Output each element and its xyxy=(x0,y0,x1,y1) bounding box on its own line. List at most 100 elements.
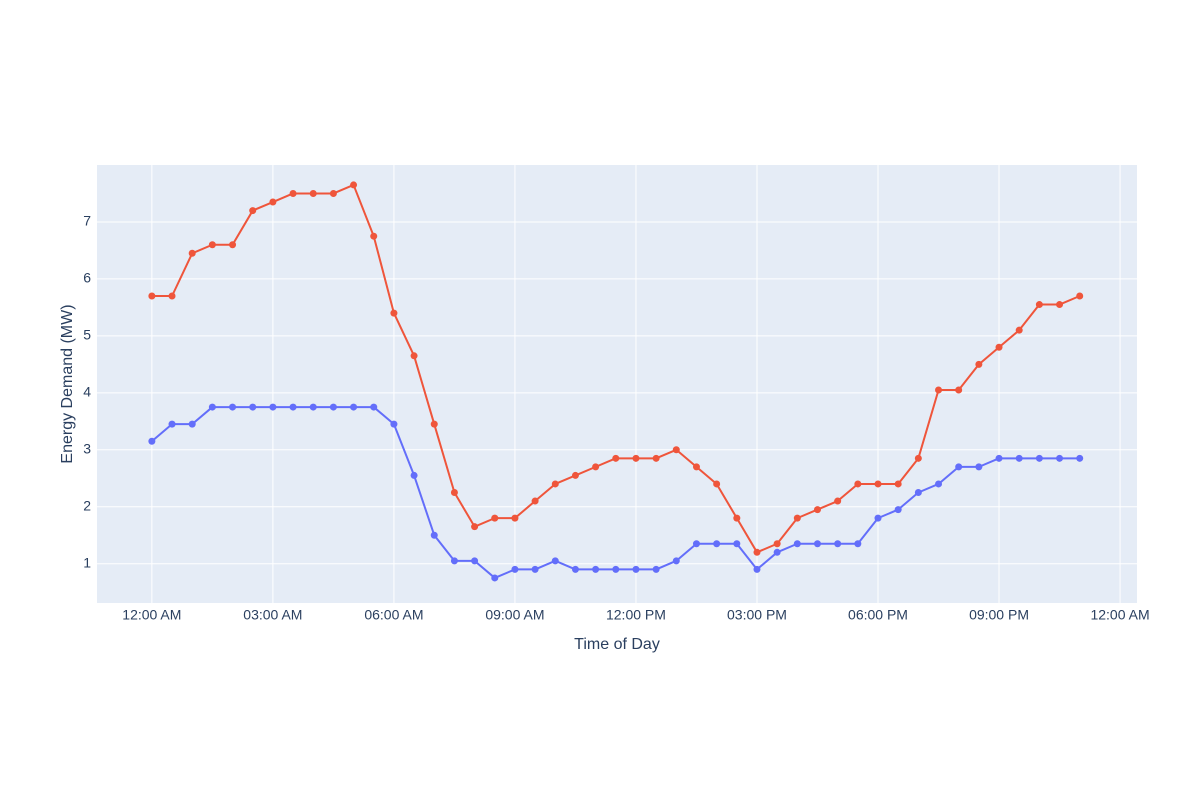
data-point xyxy=(874,514,882,522)
marks xyxy=(148,181,1084,582)
data-point xyxy=(793,540,801,548)
data-point xyxy=(289,189,297,197)
data-point xyxy=(813,540,821,548)
data-point xyxy=(390,420,398,428)
data-point xyxy=(390,309,398,317)
data-point xyxy=(471,557,479,565)
data-point xyxy=(450,557,458,565)
data-point xyxy=(511,565,519,573)
data-point xyxy=(854,480,862,488)
data-point xyxy=(652,454,660,462)
y-tick-label: 6 xyxy=(83,270,91,286)
data-point xyxy=(612,454,620,462)
data-point xyxy=(813,506,821,514)
y-tick-label: 1 xyxy=(83,554,91,570)
grid xyxy=(97,165,1137,603)
data-point xyxy=(1076,454,1084,462)
data-point xyxy=(935,480,943,488)
y-axis-title: Energy Demand (MW) xyxy=(59,304,76,463)
data-point xyxy=(168,292,176,300)
data-point xyxy=(1056,454,1064,462)
data-point xyxy=(914,489,922,497)
data-point xyxy=(1076,292,1084,300)
data-point xyxy=(592,463,600,471)
data-point xyxy=(874,480,882,488)
data-point xyxy=(713,480,721,488)
data-point xyxy=(511,514,519,522)
data-point xyxy=(632,565,640,573)
data-point xyxy=(1015,454,1023,462)
y-tick-label: 2 xyxy=(83,497,91,513)
data-point xyxy=(329,403,337,411)
data-point xyxy=(148,437,156,445)
data-point xyxy=(329,189,337,197)
data-point xyxy=(935,386,943,394)
data-point xyxy=(491,514,499,522)
data-point xyxy=(672,446,680,454)
data-point xyxy=(571,471,579,479)
data-point xyxy=(975,463,983,471)
data-point xyxy=(249,207,257,215)
data-point xyxy=(269,198,277,206)
data-point xyxy=(773,548,781,556)
data-point xyxy=(955,463,963,471)
data-point xyxy=(692,540,700,548)
data-point xyxy=(733,514,741,522)
x-tick-label: 09:00 AM xyxy=(485,607,544,623)
data-point xyxy=(370,232,378,240)
data-point xyxy=(430,420,438,428)
data-point xyxy=(995,343,1003,351)
data-point xyxy=(834,540,842,548)
data-point xyxy=(410,471,418,479)
data-point xyxy=(793,514,801,522)
y-tick-label: 5 xyxy=(83,327,91,343)
data-point xyxy=(652,565,660,573)
data-point xyxy=(229,403,237,411)
data-point xyxy=(612,565,620,573)
x-tick-label: 06:00 PM xyxy=(848,607,908,623)
data-point xyxy=(773,540,781,548)
data-point xyxy=(1056,301,1064,309)
data-point xyxy=(430,531,438,539)
data-point xyxy=(592,565,600,573)
data-point xyxy=(148,292,156,300)
data-point xyxy=(370,403,378,411)
data-point xyxy=(1015,326,1023,334)
data-point xyxy=(672,557,680,565)
data-point xyxy=(914,454,922,462)
data-point xyxy=(692,463,700,471)
data-point xyxy=(733,540,741,548)
data-point xyxy=(753,548,761,556)
x-tick-label: 12:00 PM xyxy=(606,607,666,623)
data-point xyxy=(249,403,257,411)
y-tick-label: 7 xyxy=(83,213,91,229)
x-tick-label: 09:00 PM xyxy=(969,607,1029,623)
data-point xyxy=(471,523,479,531)
data-point xyxy=(753,565,761,573)
data-point xyxy=(1035,454,1043,462)
data-point xyxy=(188,420,196,428)
data-point xyxy=(188,249,196,257)
data-point xyxy=(269,403,277,411)
x-tick-label: 03:00 AM xyxy=(243,607,302,623)
data-point xyxy=(834,497,842,505)
data-point xyxy=(571,565,579,573)
data-point xyxy=(632,454,640,462)
y-tick-label: 4 xyxy=(83,384,91,400)
x-axis-title: Time of Day xyxy=(574,636,660,653)
data-point xyxy=(955,386,963,394)
y-tick-label: 3 xyxy=(83,440,91,456)
data-point xyxy=(531,565,539,573)
x-tick-label: 12:00 AM xyxy=(1090,607,1149,623)
data-point xyxy=(491,574,499,582)
data-point xyxy=(531,497,539,505)
x-tick-label: 06:00 AM xyxy=(364,607,423,623)
data-point xyxy=(894,506,902,514)
data-point xyxy=(410,352,418,360)
x-tick-label: 03:00 PM xyxy=(727,607,787,623)
data-point xyxy=(551,557,559,565)
data-point xyxy=(309,403,317,411)
data-point xyxy=(713,540,721,548)
plot-area xyxy=(97,165,1137,603)
